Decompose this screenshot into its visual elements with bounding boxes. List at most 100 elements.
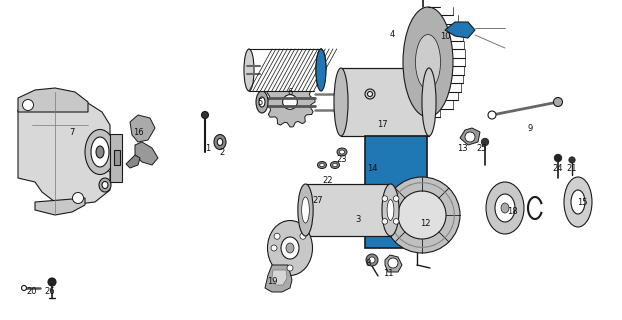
Circle shape <box>22 285 27 291</box>
Circle shape <box>300 233 306 239</box>
Ellipse shape <box>316 49 326 91</box>
Text: 23: 23 <box>337 156 347 164</box>
Circle shape <box>488 111 496 119</box>
Bar <box>365 136 427 248</box>
Circle shape <box>554 98 562 107</box>
Polygon shape <box>130 115 155 142</box>
Polygon shape <box>35 198 85 215</box>
Ellipse shape <box>281 237 299 259</box>
Ellipse shape <box>422 68 436 136</box>
Bar <box>249 49 321 91</box>
Text: 22: 22 <box>323 175 333 185</box>
Text: 2: 2 <box>220 148 225 156</box>
Text: 7: 7 <box>69 127 75 137</box>
Ellipse shape <box>337 148 347 156</box>
Ellipse shape <box>334 68 348 136</box>
Circle shape <box>73 193 83 204</box>
Bar <box>341 68 429 136</box>
Circle shape <box>569 157 575 163</box>
Circle shape <box>388 258 398 268</box>
Text: 14: 14 <box>367 164 378 172</box>
Ellipse shape <box>317 188 327 196</box>
Bar <box>305 184 391 236</box>
Text: 9: 9 <box>527 124 532 132</box>
Ellipse shape <box>298 184 313 236</box>
Ellipse shape <box>398 191 446 239</box>
Ellipse shape <box>256 91 268 113</box>
Text: 13: 13 <box>457 143 467 153</box>
Polygon shape <box>385 255 402 272</box>
Circle shape <box>48 278 56 286</box>
Ellipse shape <box>387 200 394 220</box>
Text: 12: 12 <box>420 220 430 228</box>
Ellipse shape <box>217 139 223 146</box>
Text: 6: 6 <box>287 87 293 97</box>
Text: 3: 3 <box>355 215 361 225</box>
Ellipse shape <box>564 177 592 227</box>
Ellipse shape <box>267 220 312 276</box>
Polygon shape <box>135 142 158 165</box>
Ellipse shape <box>99 178 111 192</box>
Ellipse shape <box>244 49 254 91</box>
Circle shape <box>554 154 562 162</box>
Ellipse shape <box>340 150 345 154</box>
Circle shape <box>202 111 208 118</box>
Ellipse shape <box>403 7 453 117</box>
Circle shape <box>366 254 378 266</box>
Ellipse shape <box>91 137 109 167</box>
Ellipse shape <box>571 190 585 214</box>
Text: 5: 5 <box>258 98 262 107</box>
Text: 25: 25 <box>476 143 487 153</box>
Polygon shape <box>265 77 315 127</box>
Text: 27: 27 <box>313 196 323 204</box>
Ellipse shape <box>501 203 509 213</box>
Circle shape <box>287 265 293 271</box>
Ellipse shape <box>330 162 340 169</box>
Circle shape <box>393 196 399 201</box>
Text: 21: 21 <box>567 164 577 172</box>
Ellipse shape <box>333 190 337 194</box>
Ellipse shape <box>317 162 327 169</box>
Circle shape <box>369 257 375 263</box>
Ellipse shape <box>259 97 265 107</box>
Text: 1: 1 <box>205 143 211 153</box>
Text: 26: 26 <box>45 287 55 297</box>
Circle shape <box>274 233 280 239</box>
Circle shape <box>382 196 388 201</box>
Ellipse shape <box>214 134 226 149</box>
Text: 8: 8 <box>365 260 371 268</box>
Circle shape <box>271 245 277 251</box>
Ellipse shape <box>486 182 524 234</box>
Ellipse shape <box>316 49 326 91</box>
Ellipse shape <box>302 197 309 223</box>
Text: 19: 19 <box>267 277 277 286</box>
Circle shape <box>382 219 388 224</box>
Bar <box>114 150 120 165</box>
Circle shape <box>368 92 373 97</box>
Text: 15: 15 <box>577 197 587 206</box>
Polygon shape <box>460 128 480 145</box>
Polygon shape <box>272 270 287 285</box>
Polygon shape <box>126 155 140 168</box>
Ellipse shape <box>96 146 104 158</box>
Circle shape <box>393 219 399 224</box>
Polygon shape <box>265 265 292 292</box>
Ellipse shape <box>282 95 297 109</box>
Text: 20: 20 <box>27 287 37 297</box>
Text: 17: 17 <box>377 119 388 129</box>
Polygon shape <box>445 22 475 38</box>
Ellipse shape <box>102 181 108 188</box>
Text: 10: 10 <box>440 31 450 41</box>
Circle shape <box>365 89 375 99</box>
Ellipse shape <box>286 243 294 253</box>
Ellipse shape <box>384 177 460 253</box>
Ellipse shape <box>415 35 440 90</box>
Ellipse shape <box>495 194 515 222</box>
Circle shape <box>465 132 475 142</box>
Text: 4: 4 <box>389 29 394 38</box>
Text: 11: 11 <box>383 269 393 278</box>
Circle shape <box>481 138 489 146</box>
Ellipse shape <box>320 190 324 194</box>
Ellipse shape <box>85 130 115 174</box>
Polygon shape <box>18 92 110 205</box>
